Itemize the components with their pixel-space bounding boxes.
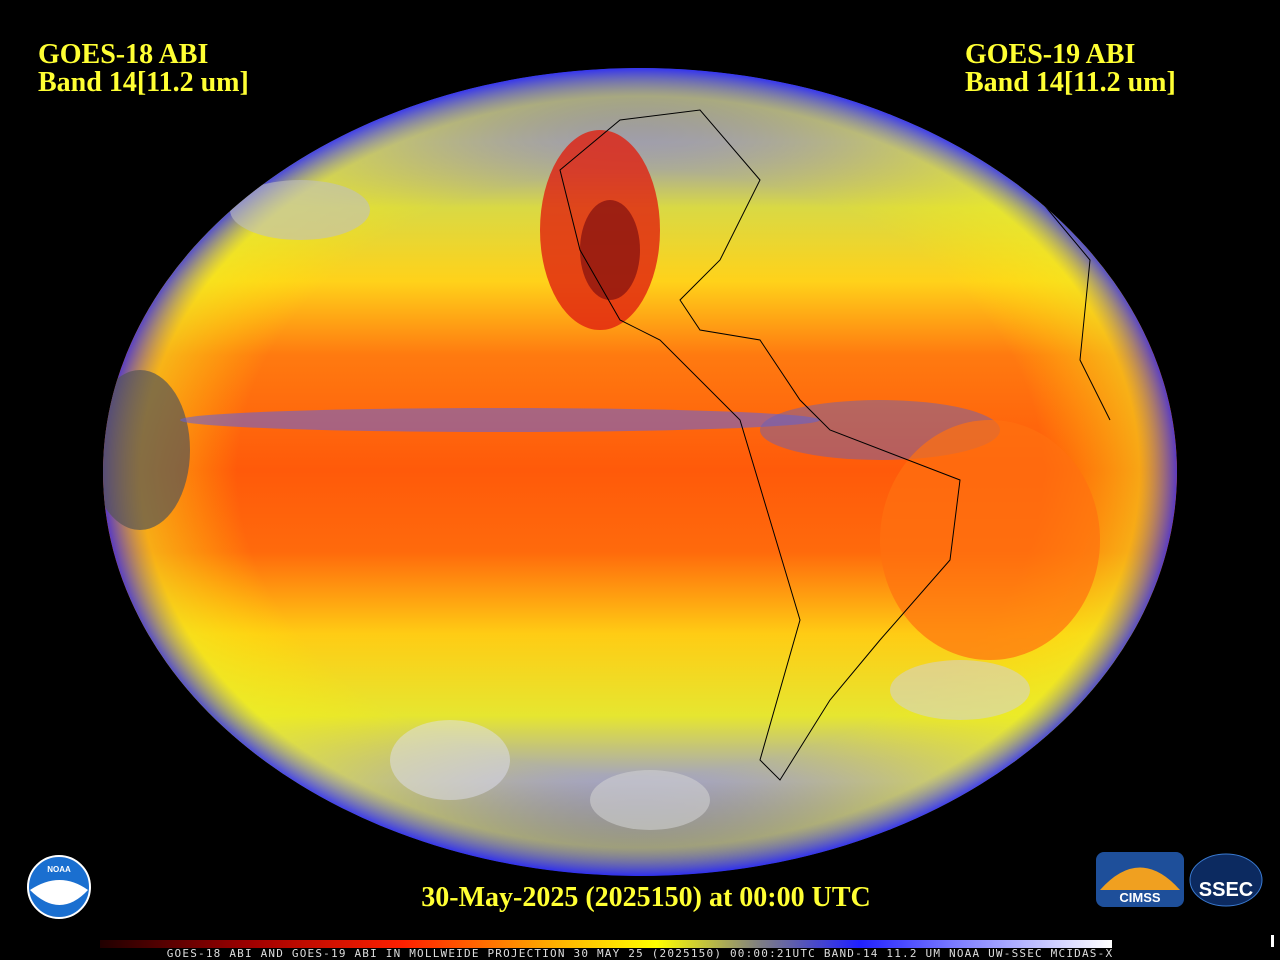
noaa-text: NOAA (47, 865, 71, 874)
globe (103, 68, 1177, 876)
ssec-text: SSEC (1199, 879, 1253, 901)
noaa-logo: NOAA (27, 855, 91, 919)
cimss-text: CIMSS (1119, 890, 1161, 905)
right-satellite: GOES-19 ABI (965, 39, 1135, 70)
timestamp: 30-May-2025 (2025150) at 00:00 UTC (421, 882, 871, 913)
color-bar (100, 940, 1112, 948)
cimss-logo: CIMSS (1096, 852, 1184, 907)
left-satellite: GOES-18 ABI (38, 39, 208, 70)
left-band: Band 14[11.2 um] (38, 67, 249, 98)
ssec-logo: SSEC (1189, 853, 1263, 907)
footer-caption: GOES-18 ABI AND GOES-19 ABI IN MOLLWEIDE… (167, 947, 1114, 960)
marker (1271, 935, 1274, 947)
right-band: Band 14[11.2 um] (965, 67, 1176, 98)
